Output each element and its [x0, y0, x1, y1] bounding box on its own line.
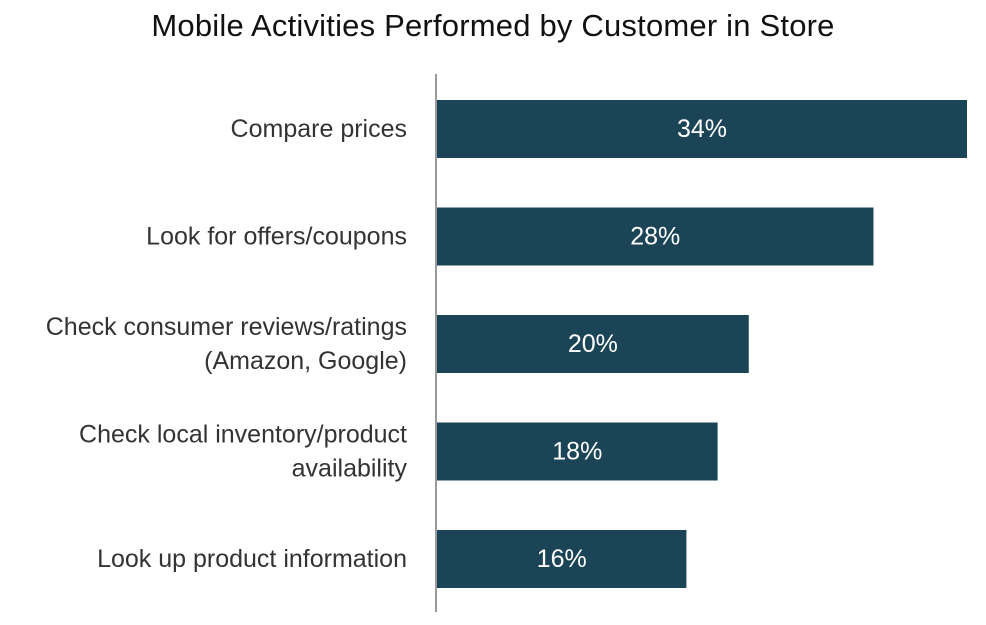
bar-value-label: 34% — [677, 115, 727, 143]
category-label: Look up product information — [97, 545, 407, 573]
bar — [437, 315, 749, 373]
category-label: Look for offers/coupons — [146, 223, 407, 251]
category-label: Check local inventory/product — [79, 421, 407, 449]
bar — [437, 207, 874, 266]
category-label: availability — [292, 455, 408, 483]
chart-title: Mobile Activities Performed by Customer … — [151, 8, 835, 43]
category-label: Compare prices — [231, 115, 407, 143]
bar-value-label: 18% — [552, 438, 602, 466]
bar-value-label: 28% — [630, 223, 680, 251]
bar — [437, 422, 718, 481]
bar — [437, 530, 687, 588]
bar-value-label: 16% — [537, 545, 587, 573]
bar — [437, 100, 967, 158]
category-label: Check consumer reviews/ratings — [46, 313, 407, 341]
bar-value-label: 20% — [568, 330, 618, 358]
category-label: (Amazon, Google) — [204, 347, 407, 375]
